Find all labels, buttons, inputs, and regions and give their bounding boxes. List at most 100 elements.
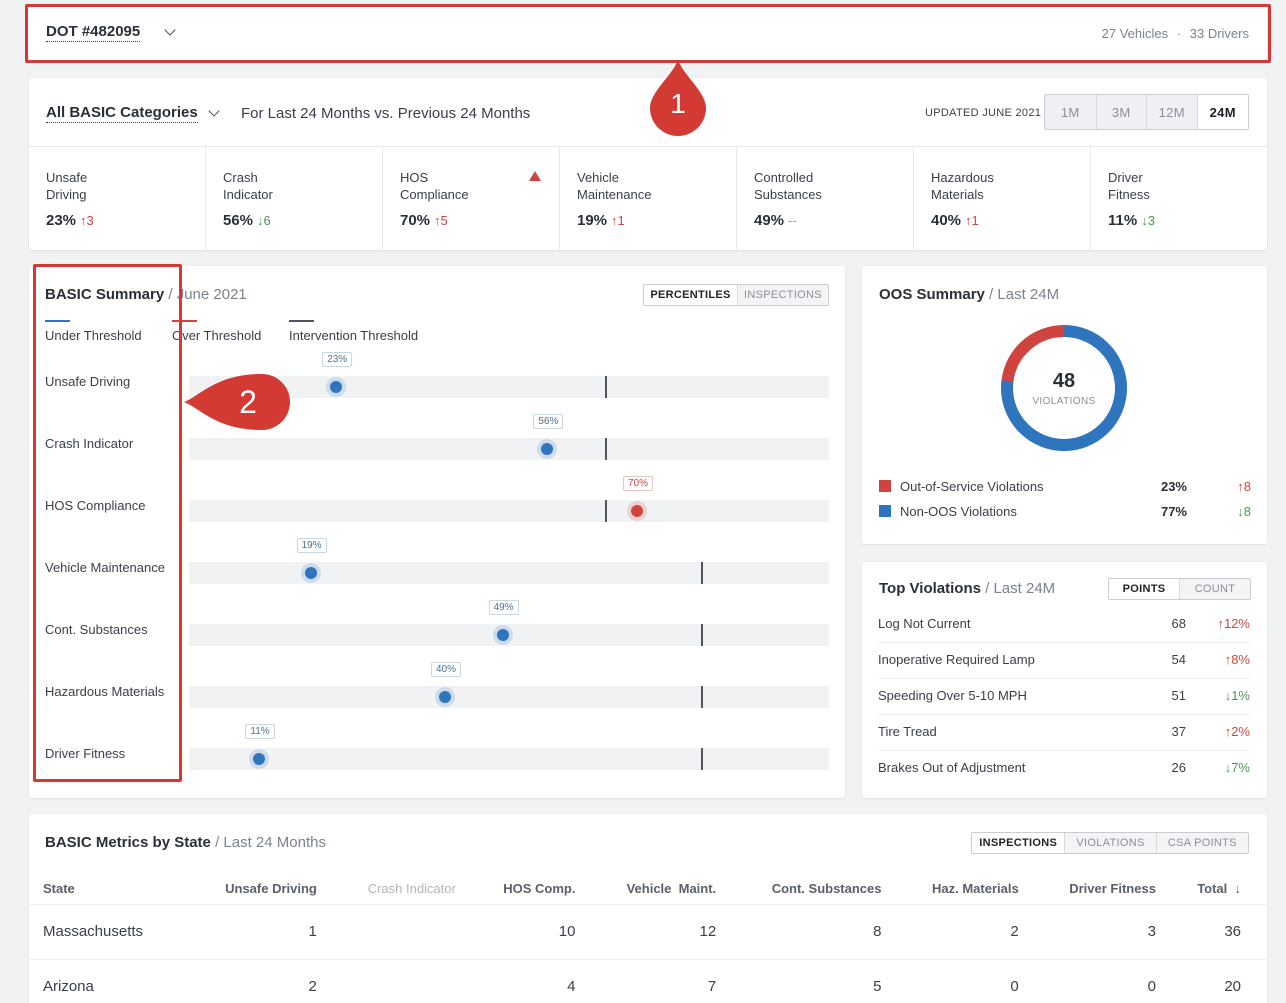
col-vehicle-maint[interactable]: Vehicle Maint. bbox=[626, 881, 717, 897]
percentile-value-label: 19% bbox=[296, 538, 327, 553]
category-select[interactable]: All BASIC Categories bbox=[46, 104, 220, 123]
violation-count: 54 bbox=[1171, 652, 1186, 667]
callout-number-2: 2 bbox=[239, 384, 257, 420]
threshold-legend: Under Threshold Over Threshold Intervent… bbox=[45, 320, 545, 350]
violation-row[interactable]: Log Not Current 68 ↑12% bbox=[878, 607, 1250, 643]
oos-donut-chart bbox=[1001, 325, 1127, 451]
state-metrics-table: State Unsafe Driving Crash Indicator HOS… bbox=[29, 874, 1267, 1003]
category-hos-compliance[interactable]: HOS Compliance 70% ↑5 bbox=[383, 147, 560, 251]
state-metrics-card: BASIC Metrics by State / Last 24 Months … bbox=[29, 814, 1267, 1003]
table-header-row: State Unsafe Driving Crash Indicator HOS… bbox=[29, 874, 1267, 904]
percentile-row[interactable]: Unsafe Driving 23% bbox=[29, 352, 829, 426]
percentile-row-label: Cont. Substances bbox=[45, 622, 148, 637]
category-driver-fitness[interactable]: Driver Fitness 11% ↓3 bbox=[1108, 170, 1155, 229]
percentile-dot[interactable] bbox=[253, 753, 266, 765]
violation-count: 26 bbox=[1171, 760, 1186, 775]
percentile-value-label: 11% bbox=[245, 724, 275, 739]
intervention-threshold-marker bbox=[701, 686, 703, 708]
col-hos-comp[interactable]: HOS Comp. bbox=[503, 881, 576, 897]
tab-points[interactable]: POINTS bbox=[1109, 579, 1179, 599]
percentile-value-label: 56% bbox=[533, 414, 564, 429]
col-haz-materials[interactable]: Haz. Materials bbox=[932, 881, 1019, 897]
col-cont-substances[interactable]: Cont. Substances bbox=[771, 881, 882, 897]
chevron-down-icon bbox=[208, 105, 220, 117]
percentile-row[interactable]: Crash Indicator 56% bbox=[29, 414, 829, 488]
category-overview-card: All BASIC Categories For Last 24 Months … bbox=[29, 78, 1267, 251]
category-select-label: All BASIC Categories bbox=[46, 104, 198, 123]
col-driver-fitness[interactable]: Driver Fitness bbox=[1069, 881, 1156, 897]
category-unsafe-driving[interactable]: Unsafe Driving 23% ↑3 bbox=[29, 147, 206, 251]
tab-state-violations[interactable]: VIOLATIONS bbox=[1064, 833, 1156, 853]
violation-delta: ↑12% bbox=[1217, 616, 1250, 631]
col-crash-indicator[interactable]: Crash Indicator bbox=[367, 881, 456, 897]
violation-row[interactable]: Brakes Out of Adjustment 26 ↓7% bbox=[878, 751, 1250, 787]
col-state[interactable]: State bbox=[43, 881, 75, 897]
percentile-track: 23% bbox=[189, 352, 829, 398]
oos-label: Out-of-Service Violations bbox=[900, 479, 1044, 494]
percentile-row-label: Unsafe Driving bbox=[45, 374, 131, 389]
percentile-dot[interactable] bbox=[330, 381, 343, 393]
tab-state-csa-points[interactable]: CSA POINTS bbox=[1155, 833, 1248, 853]
table-row[interactable]: Arizona 2 4 7 5 0 0 20 bbox=[29, 958, 1267, 1003]
cell-value: 3 bbox=[1044, 903, 1182, 959]
range-1m[interactable]: 1M bbox=[1060, 104, 1080, 120]
percentile-row[interactable]: Hazardous Materials 40% bbox=[29, 662, 829, 736]
percentile-dot[interactable] bbox=[496, 629, 509, 641]
percentile-track: 49% bbox=[189, 600, 829, 646]
percentile-row[interactable]: HOS Compliance 70% bbox=[29, 476, 829, 550]
category-hazardous-materials[interactable]: Hazardous Materials 40% ↑1 bbox=[914, 147, 1091, 251]
intervention-threshold-marker bbox=[605, 500, 607, 522]
intervention-threshold-marker bbox=[701, 748, 703, 770]
violation-count: 68 bbox=[1171, 616, 1186, 631]
basic-summary-subtitle: / June 2021 bbox=[168, 286, 247, 303]
category-strip: Unsafe Driving 23% ↑3 Crash Indicator 56% ↓6… bbox=[29, 146, 1267, 251]
basic-summary-title: BASIC Summary bbox=[45, 286, 165, 303]
legend-swatch bbox=[45, 320, 70, 322]
percentile-row[interactable]: Driver Fitness 11% bbox=[29, 724, 829, 798]
non-oos-delta: ↓8 bbox=[1237, 504, 1251, 519]
range-12m[interactable]: 12M bbox=[1146, 95, 1197, 129]
category-vehicle-maintenance[interactable]: Vehicle Maintenance 19% ↑1 bbox=[560, 147, 737, 251]
range-24m[interactable]: 24M bbox=[1196, 95, 1248, 129]
cell-value: 1 bbox=[199, 903, 343, 959]
cell-state: Arizona bbox=[29, 958, 200, 1003]
percentile-track: 11% bbox=[189, 724, 829, 770]
oos-swatch bbox=[879, 480, 891, 492]
updated-label: UPDATED JUNE 2021 bbox=[925, 107, 1042, 119]
cell-value: 2 bbox=[199, 958, 343, 1003]
percentile-dot[interactable] bbox=[631, 505, 643, 517]
top-violations-header: Top Violations / Last 24M bbox=[879, 580, 1055, 597]
violation-delta: ↑8% bbox=[1224, 652, 1250, 667]
legend-label: Under Threshold bbox=[45, 328, 142, 343]
range-toggle: 1M 3M 12M 24M bbox=[1044, 94, 1249, 130]
tab-inspections[interactable]: INSPECTIONS bbox=[736, 285, 828, 305]
tab-count[interactable]: COUNT bbox=[1179, 579, 1250, 599]
violation-name: Inoperative Required Lamp bbox=[878, 652, 1035, 667]
percentile-dot[interactable] bbox=[304, 567, 317, 579]
dot-selector[interactable]: DOT #482095 bbox=[46, 23, 176, 42]
table-row[interactable]: Massachusetts 1 10 12 8 2 3 36 bbox=[29, 903, 1267, 959]
range-3m[interactable]: 3M bbox=[1095, 95, 1147, 129]
violation-row[interactable]: Speeding Over 5-10 MPH 51 ↓1% bbox=[878, 679, 1250, 715]
violations-mode-toggle: POINTS COUNT bbox=[1108, 578, 1251, 600]
col-total-sort[interactable]: Total ↓ bbox=[1197, 881, 1241, 897]
tab-state-inspections[interactable]: INSPECTIONS bbox=[972, 833, 1065, 853]
percentile-dot[interactable] bbox=[541, 443, 554, 455]
violation-row[interactable]: Tire Tread 37 ↑2% bbox=[878, 715, 1250, 751]
tab-percentiles[interactable]: PERCENTILES bbox=[644, 285, 737, 305]
percentile-row-label: Driver Fitness bbox=[45, 746, 126, 761]
percentile-row[interactable]: Vehicle Maintenance 19% bbox=[29, 538, 829, 612]
non-oos-pct: 77% bbox=[1160, 504, 1187, 519]
category-crash-indicator[interactable]: Crash Indicator 56% ↓6 bbox=[206, 147, 383, 251]
percentile-row[interactable]: Cont. Substances 49% bbox=[29, 600, 829, 674]
category-controlled-substances[interactable]: Controlled Substances 49% -- bbox=[737, 147, 914, 251]
top-violations-card: Top Violations / Last 24M POINTS COUNT L… bbox=[862, 562, 1267, 798]
violation-row[interactable]: Inoperative Required Lamp 54 ↑8% bbox=[878, 643, 1250, 679]
percentile-dot[interactable] bbox=[439, 691, 451, 703]
col-unsafe-driving[interactable]: Unsafe Driving bbox=[225, 881, 317, 897]
cell-value bbox=[342, 903, 482, 959]
violation-delta: ↓1% bbox=[1224, 688, 1250, 703]
violation-delta: ↑2% bbox=[1224, 724, 1250, 739]
percentile-track: 40% bbox=[189, 662, 829, 708]
legend-swatch bbox=[172, 320, 197, 322]
